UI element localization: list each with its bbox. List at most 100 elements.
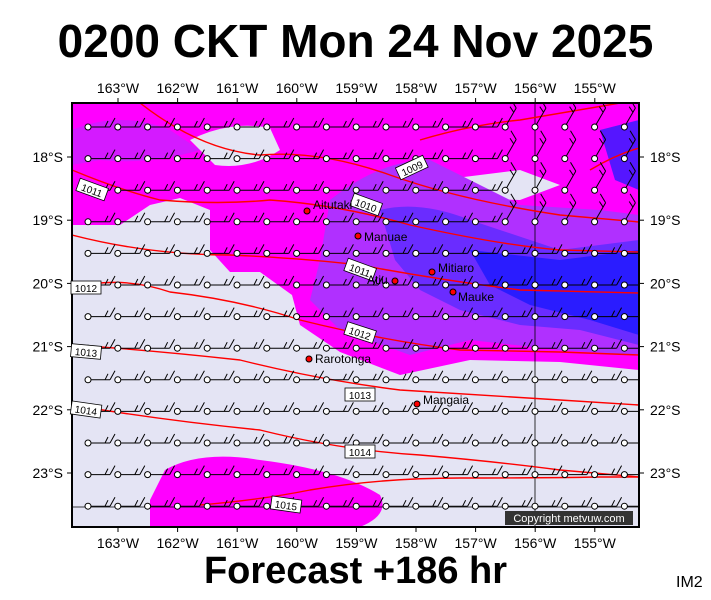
wind-barb [531,338,563,352]
wind-barb [203,307,235,321]
wind-barb [501,275,533,289]
isobar-layer [72,103,639,506]
wind-barb [561,103,577,131]
wind-barb [591,162,607,194]
wind-barb [471,465,503,479]
wind-barb [322,496,354,510]
wind-barb [501,130,517,163]
place-marker-mauke [449,288,457,296]
lon-tick-label: 158°W [395,80,438,96]
wind-barb [293,307,325,321]
wind-barb [561,162,577,194]
wind-barb [412,244,444,257]
wind-barb [203,370,235,384]
wind-barb [591,496,623,510]
wind-barb [591,307,623,321]
wind-barb [561,244,593,257]
wind-barb [293,117,325,131]
longitude-axis: 163°W 163°W 162°W 162°W 161°W 161°W 160°W 160°W… [97,80,617,551]
wind-barb [352,496,384,510]
wind-barb [531,275,563,289]
wind-barb [531,370,563,384]
isobar-line [72,281,639,356]
precipitation-layer [72,103,639,527]
wind-barb [531,244,563,257]
wind-barb [233,338,265,352]
wind-barb [114,180,146,194]
rain-free-patch [190,125,280,166]
wind-barb [591,338,623,352]
wind-barb [352,307,384,321]
wind-barb [293,244,325,257]
wind-barb [144,433,176,447]
lon-tick-label: 155°W [574,80,617,96]
wind-barb [471,402,503,415]
wind-barb [412,496,444,510]
wind-barb [382,370,414,384]
wind-barb [233,496,265,510]
wind-barb-layer [84,103,639,510]
lon-tick-label: 158°W [395,535,438,551]
wind-barb [233,370,265,384]
wind-barb [620,407,639,415]
wind-barb [501,433,533,447]
places-layer: Aitutaki Manuae Mitiaro Atiu Mauke Rarot… [303,198,494,408]
wind-barb [591,193,607,226]
wind-barb [114,212,146,226]
wind-barb [620,376,639,384]
wind-barb [322,212,354,226]
wind-barb [442,465,474,479]
wind-barb [620,313,639,321]
wind-barb [501,193,517,226]
wind-barb [382,496,414,510]
wind-barb [114,275,146,289]
wind-barb [382,307,414,321]
wind-barb [263,117,295,131]
wind-barb [233,212,265,226]
wind-barb [501,338,533,352]
wind-barb [442,275,474,289]
wind-barb [412,117,444,131]
wind-barb [382,149,414,163]
wind-barb [591,465,623,479]
lat-tick-label: 21°S [650,339,681,355]
wind-barb [203,338,235,352]
wind-barb [322,180,354,194]
page-title: 0200 CKT Mon 24 Nov 2025 [57,15,654,67]
wind-barb [591,402,623,415]
wind-barb [620,502,639,510]
wind-barb [233,275,265,289]
lat-tick-label: 21°S [32,339,63,355]
wind-barb [382,244,414,257]
wind-barb [173,465,205,479]
wind-barb [442,307,474,321]
wind-barb [471,275,503,289]
wind-barb [144,307,176,321]
wind-barb [352,433,384,447]
wind-barb [471,117,503,131]
wind-barb [233,307,265,321]
wind-barb [203,402,235,415]
wind-barb [322,307,354,321]
wind-barb [471,433,503,447]
wind-barb [233,465,265,479]
wind-barb [620,344,639,352]
place-label-manuae: Manuae [364,230,408,244]
place-marker-manuae [354,232,362,240]
place-marker-mangaia [413,400,421,408]
wind-barb [233,433,265,447]
wind-barb [531,307,563,321]
isobar-label: 1012 [75,284,98,295]
wind-barb [561,496,593,510]
wind-barb [263,465,295,479]
lon-tick-label: 157°W [455,80,498,96]
wind-barb [382,180,414,194]
lat-tick-label: 23°S [650,465,681,481]
wind-barb [561,338,593,352]
wind-barb [561,465,593,479]
lon-tick-label: 161°W [216,80,259,96]
wind-barb [173,338,205,352]
wind-barb [412,338,444,352]
wind-barb [84,370,116,384]
